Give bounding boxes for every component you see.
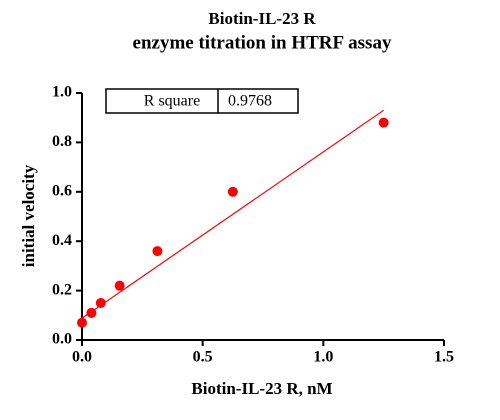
annotation-label: R square (144, 93, 200, 110)
data-point (114, 280, 125, 291)
y-tick-label: 0.8 (52, 133, 72, 150)
chart-title: Biotin-IL-23 R (208, 9, 316, 28)
y-tick-label: 0.0 (52, 331, 72, 348)
x-axis-title: Biotin-IL-23 R, nM (191, 379, 332, 398)
y-tick-label: 0.2 (52, 281, 72, 298)
y-tick-label: 0.6 (52, 182, 72, 199)
data-point (152, 246, 163, 257)
y-axis-title: initial velocity (19, 164, 38, 267)
x-tick-label: 1.0 (313, 349, 333, 366)
data-point (227, 186, 238, 197)
annotation-value: 0.9768 (228, 93, 272, 110)
y-tick-label: 0.4 (52, 232, 72, 249)
y-tick-label: 1.0 (52, 84, 72, 101)
x-tick-label: 0.0 (72, 349, 92, 366)
fit-line (81, 109, 385, 319)
data-point (77, 317, 87, 328)
chart-subtitle: enzyme titration in HTRF assay (133, 32, 392, 53)
x-tick-label: 1.5 (434, 349, 454, 366)
data-point (378, 117, 389, 128)
data-point (95, 297, 106, 308)
x-tick-label: 0.5 (193, 349, 213, 366)
annotation-box (105, 88, 299, 114)
data-point (86, 307, 97, 318)
